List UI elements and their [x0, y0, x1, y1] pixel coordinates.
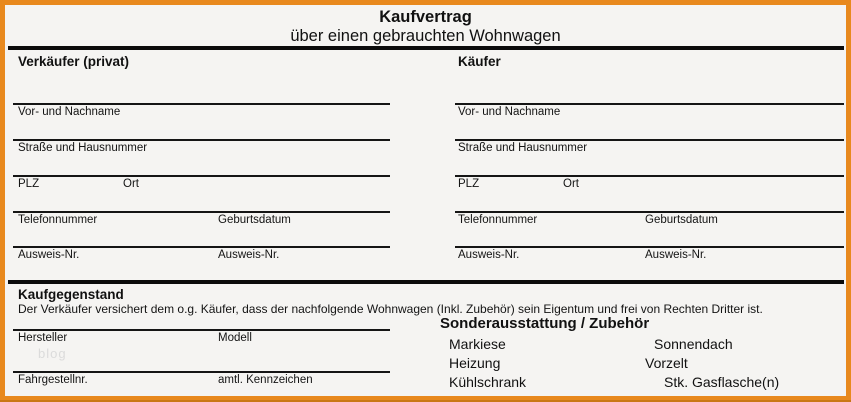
field-label: Telefonnummer: [18, 214, 98, 226]
field-line: [455, 246, 844, 248]
subject-assurance: Der Verkäufer versichert dem o.g. Käufer…: [18, 302, 763, 316]
section-divider: [8, 280, 844, 284]
field-line: [455, 139, 844, 141]
field-label: PLZ: [18, 178, 40, 190]
field-line: [455, 211, 844, 213]
field-line: [455, 175, 844, 177]
field-line: [13, 103, 390, 105]
field-label: Vor- und Nachname: [458, 106, 561, 118]
page-title: Kaufvertrag: [379, 8, 472, 26]
subject-heading: Kaufgegenstand: [18, 287, 124, 302]
field-label: Ausweis-Nr.: [218, 249, 280, 261]
seller-heading: Verkäufer (privat): [18, 54, 130, 69]
field-label: Ausweis-Nr.: [18, 249, 80, 261]
extras-item: Kühlschrank: [449, 374, 527, 390]
field-label: Ort: [123, 178, 139, 190]
extras-item: Vorzelt: [645, 355, 688, 371]
extras-item: Markiese: [449, 336, 506, 352]
frame-bottom-shadow: [0, 400, 851, 402]
watermark: blog: [38, 346, 67, 361]
field-line: [13, 246, 390, 248]
field-label: Telefonnummer: [458, 214, 538, 226]
extras-item: Heizung: [449, 355, 501, 371]
page-subtitle: über einen gebrauchten Wohnwagen: [290, 27, 561, 45]
field-line: [13, 371, 390, 373]
field-label: Vor- und Nachname: [18, 106, 121, 118]
field-line: [13, 175, 390, 177]
extras-heading: Sonderausstattung / Zubehör: [440, 315, 650, 332]
extras-item: Sonnendach: [654, 336, 733, 352]
extras-item: Stk. Gasflasche(n): [664, 374, 780, 390]
field-label: Ausweis-Nr.: [458, 249, 520, 261]
field-label: Ort: [563, 178, 579, 190]
field-label: Fahrgestellnr.: [18, 374, 88, 386]
field-line: [13, 139, 390, 141]
field-label: Modell: [218, 332, 252, 344]
field-label: Geburtsdatum: [218, 214, 291, 226]
field-line: [13, 329, 390, 331]
buyer-heading: Käufer: [458, 54, 501, 69]
field-label: Ausweis-Nr.: [645, 249, 707, 261]
field-label: Hersteller: [18, 332, 68, 344]
field-label: amtl. Kennzeichen: [218, 374, 313, 386]
contract-paper: Kaufvertrag über einen gebrauchten Wohnw…: [5, 5, 846, 396]
field-label: Straße und Hausnummer: [458, 142, 588, 154]
field-line: [455, 103, 844, 105]
field-line: [13, 211, 390, 213]
field-label: Geburtsdatum: [645, 214, 718, 226]
field-label: Straße und Hausnummer: [18, 142, 148, 154]
header-divider: [8, 46, 844, 50]
field-label: PLZ: [458, 178, 480, 190]
